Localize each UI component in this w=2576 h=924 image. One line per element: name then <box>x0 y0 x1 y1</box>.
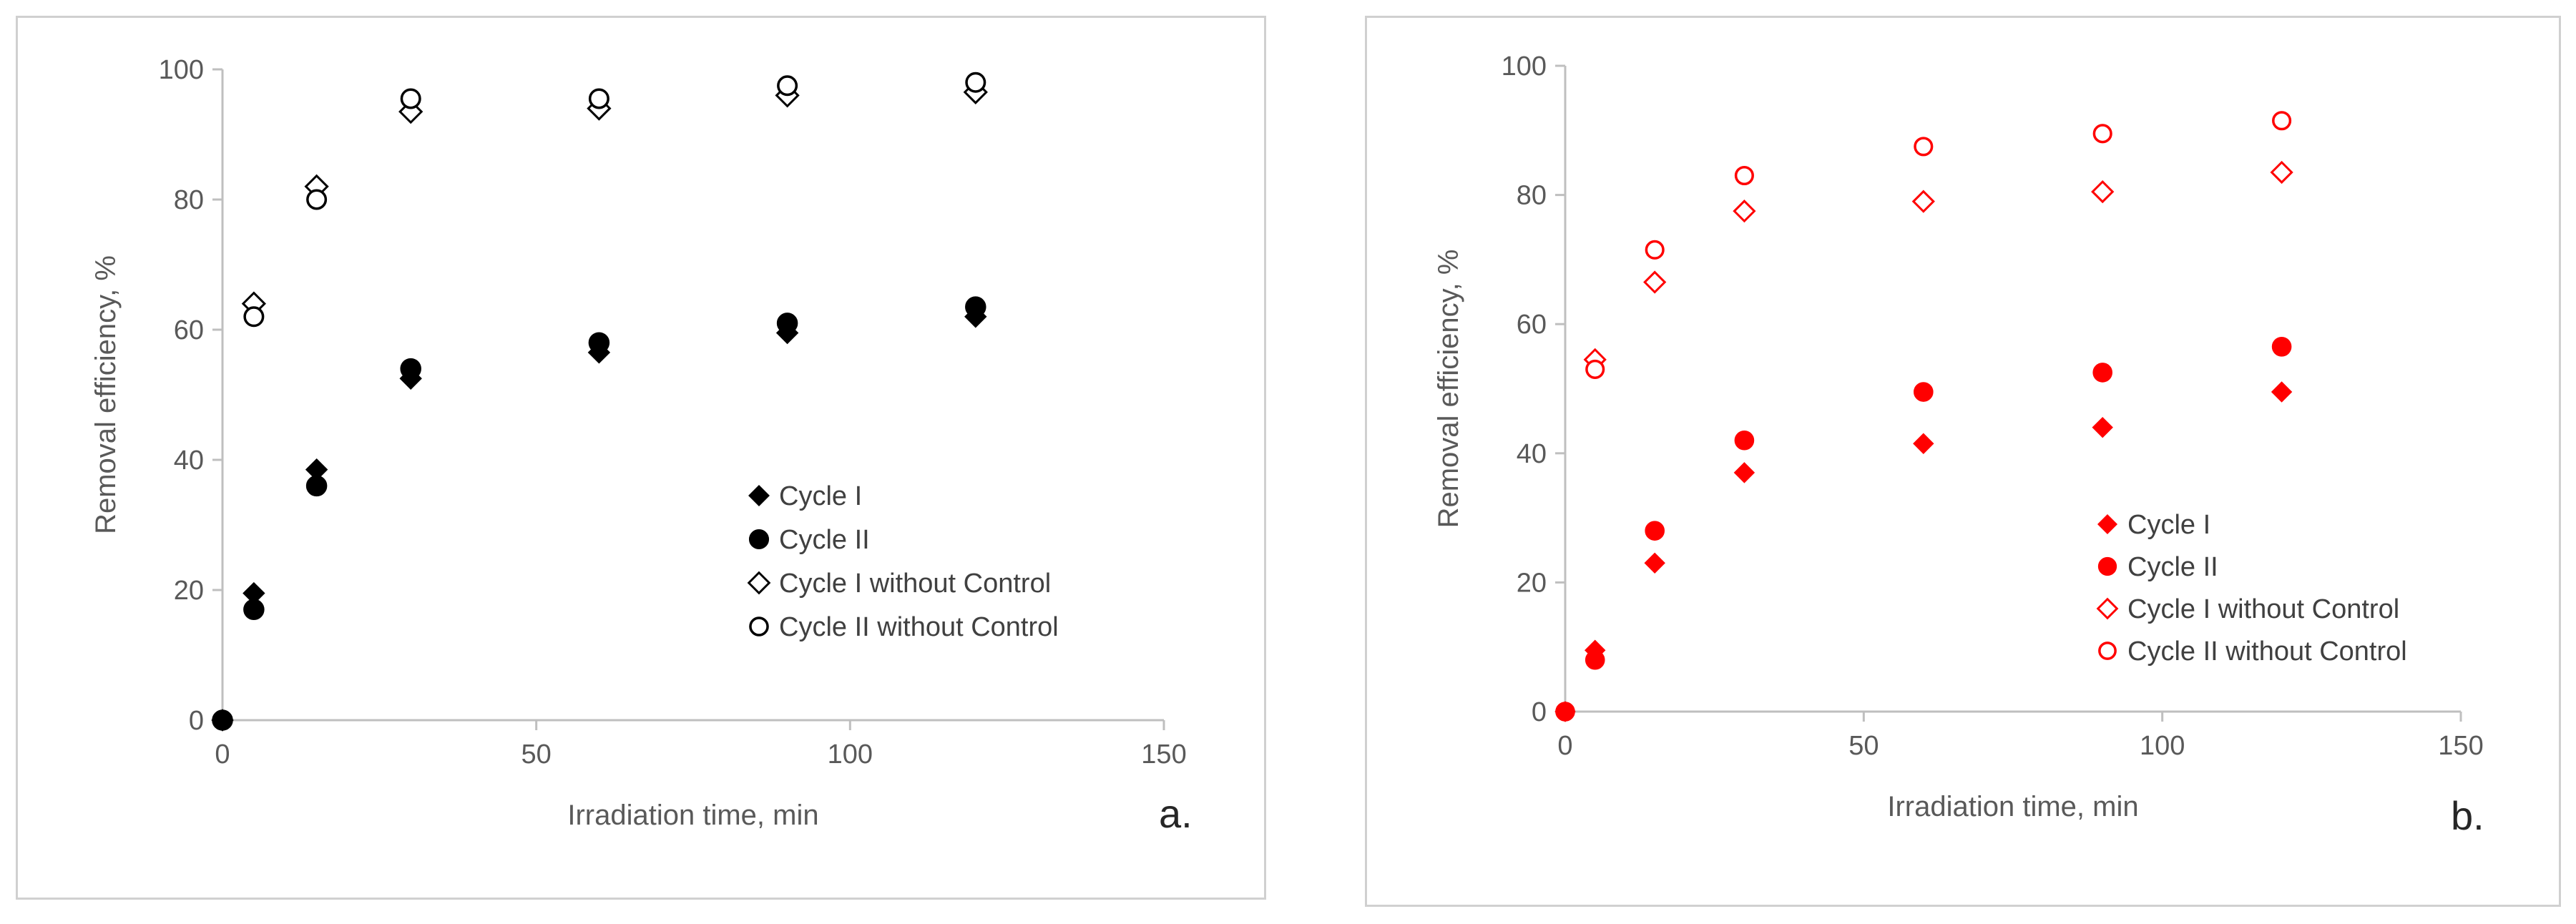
chart-1-x-tick-label: 50 <box>1848 731 1879 761</box>
chart-1-series-1-point <box>1645 521 1665 541</box>
chart-0-legend-marker-0 <box>748 485 770 506</box>
chart-0-series-1-point <box>400 358 421 380</box>
chart-1-series-0-point <box>2271 381 2293 403</box>
chart-0-legend-marker-3 <box>749 616 769 637</box>
chart-1-series-3-point <box>2092 124 2112 144</box>
chart-0-y-axis-title: Removal efficiency, % <box>90 255 122 534</box>
chart-panel-a: 0 50 100 150 0 20 40 60 80 100 Irradiation time, m… <box>16 16 1266 900</box>
chart-1-x-tick-label: 150 <box>2438 731 2483 761</box>
chart-panel-b: 0 50 100 150 0 20 40 60 80 100 Irradiation time, m… <box>1365 16 2561 907</box>
chart-1-legend-label-1: Cycle II <box>2127 552 2218 582</box>
chart-1-legend-marker-2 <box>2096 597 2119 620</box>
chart-0-series-1-point <box>243 599 265 621</box>
chart-1-series-3-point <box>1585 359 1605 379</box>
chart-1-series-0-point <box>1913 433 1934 454</box>
chart-1-series-0-point <box>1644 552 1665 574</box>
chart-1-series-2-point <box>1911 190 1935 213</box>
chart-1-y-axis-title: Removal efficiency, % <box>1433 250 1464 529</box>
chart-0-series-1-point <box>588 332 610 353</box>
chart-1-series-1-point <box>2092 363 2112 383</box>
chart-0-series-1-point <box>212 709 233 731</box>
chart-1-x-tick-label: 100 <box>2140 731 2185 761</box>
chart-1-series-2-point <box>2270 160 2293 185</box>
chart-1-legend-marker-1 <box>2097 556 2117 576</box>
chart-1-panel-label: b. <box>2451 793 2484 838</box>
chart-1-series-3-point <box>2272 111 2292 131</box>
chart-0-x-axis-title: Irradiation time, min <box>567 800 818 831</box>
chart-0-x-tick-label: 100 <box>828 739 873 770</box>
chart-1-y-tick-label: 60 <box>1517 310 1547 340</box>
chart-0-legend-label-3: Cycle II without Control <box>779 612 1059 642</box>
chart-1-series-2-point <box>2091 180 2115 204</box>
chart-0-y-tick-label: 20 <box>174 576 204 606</box>
chart-1-series-3-point <box>1734 165 1754 186</box>
chart-0-series-3-point <box>777 75 798 97</box>
chart-1-series-0-point <box>2092 416 2113 438</box>
chart-1-series-2-point <box>1733 200 1756 223</box>
chart-0-y-tick-label: 100 <box>159 55 204 85</box>
chart-0-series-3-point <box>306 189 328 210</box>
chart-1-series-1-point <box>1555 702 1575 722</box>
chart-1-series-0-point <box>1733 462 1755 483</box>
chart-1-series-1-point <box>1914 382 1934 402</box>
chart-0-series-3-point <box>400 88 421 109</box>
chart-0-y-tick-label: 80 <box>174 185 204 215</box>
chart-0-x-tick-label: 50 <box>521 739 552 770</box>
chart-1-y-tick-label: 0 <box>1532 697 1547 727</box>
chart-1-y-tick-label: 100 <box>1502 51 1547 82</box>
chart-a-svg: 0 50 100 150 0 20 40 60 80 100 Irradiation time, m… <box>90 55 1192 836</box>
chart-0-x-tick-label: 0 <box>215 739 230 770</box>
chart-1-x-tick-label: 0 <box>1557 731 1572 761</box>
chart-0-panel-label: a. <box>1159 791 1192 836</box>
chart-1-legend-label-3: Cycle II without Control <box>2127 637 2407 667</box>
chart-0-series-1-point <box>305 475 328 497</box>
chart-0-y-tick-label: 40 <box>174 446 204 476</box>
chart-0-series-3-point <box>243 306 265 328</box>
chart-0-series-1-point <box>776 313 798 334</box>
chart-1-x-axis-title: Irradiation time, min <box>1887 791 2138 822</box>
chart-1-series-1-point <box>2271 337 2292 357</box>
chart-0-y-tick-label: 0 <box>189 706 204 736</box>
chart-0-x-tick-label: 150 <box>1141 739 1186 770</box>
chart-1-series-3-point <box>1645 240 1665 260</box>
chart-0-series-3-point <box>965 72 986 93</box>
chart-0-series-3-point <box>588 88 609 109</box>
chart-0-legend-marker-1 <box>748 529 770 550</box>
chart-1-legend-marker-3 <box>2098 642 2117 660</box>
chart-0-series-1-point <box>965 296 986 318</box>
chart-0-legend-label-0: Cycle I <box>779 481 862 511</box>
chart-1-y-tick-label: 80 <box>1517 181 1547 211</box>
chart-0-legend-label-1: Cycle II <box>779 525 870 555</box>
chart-1-series-1-point <box>1585 649 1605 670</box>
chart-1-y-tick-label: 40 <box>1517 439 1547 469</box>
chart-0-legend-marker-2 <box>747 571 771 595</box>
chart-1-series-2-point <box>1643 270 1667 294</box>
chart-0-y-tick-label: 60 <box>174 315 204 345</box>
chart-1-series-3-point <box>1914 137 1934 157</box>
chart-1-series-1-point <box>1734 430 1755 451</box>
chart-1-y-tick-label: 20 <box>1517 568 1547 598</box>
chart-1-legend-marker-0 <box>2097 513 2118 535</box>
chart-1-legend-label-0: Cycle I <box>2127 510 2210 540</box>
chart-1-legend-label-2: Cycle I without Control <box>2127 594 2399 624</box>
chart-0-legend-label-2: Cycle I without Control <box>779 569 1051 599</box>
